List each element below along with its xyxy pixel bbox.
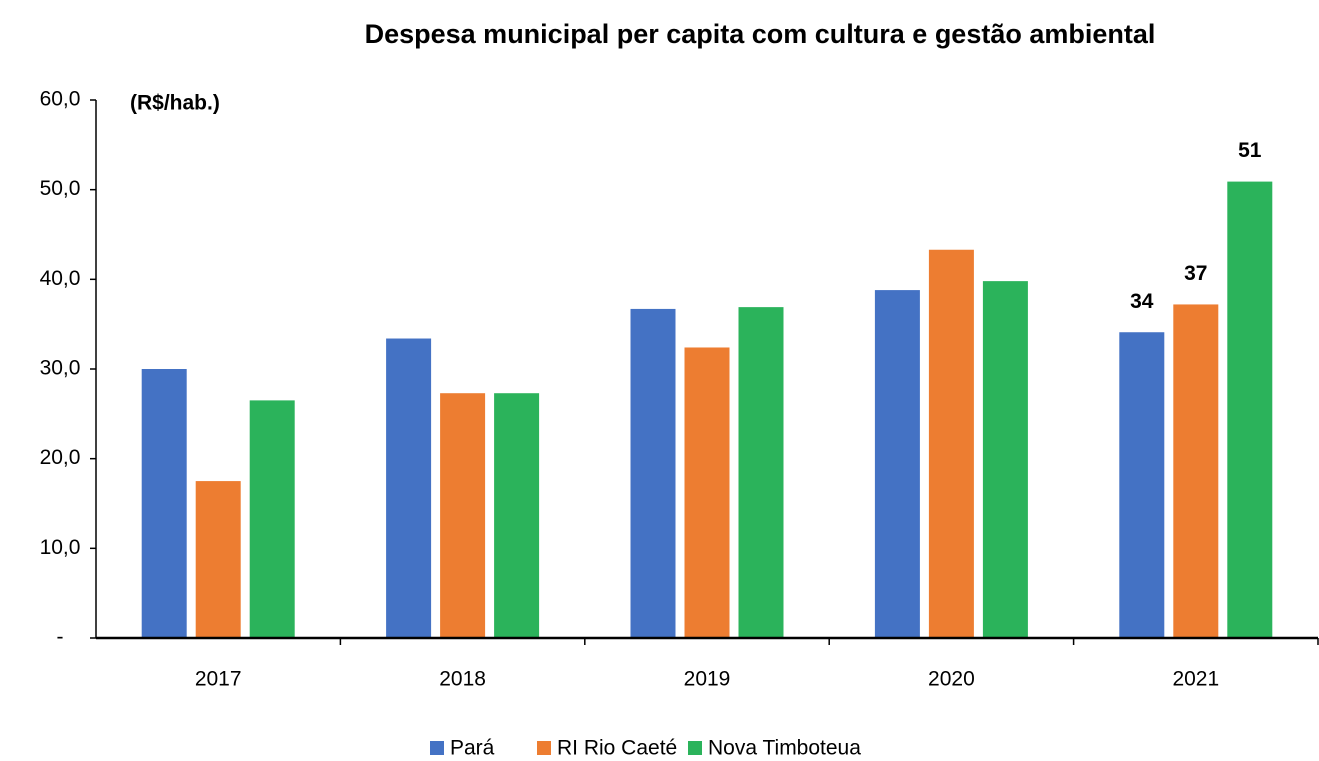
y-tick-label: 30,0 bbox=[40, 357, 81, 380]
y-tick-label: 60,0 bbox=[40, 88, 81, 111]
legend-swatch bbox=[688, 741, 702, 755]
bar bbox=[738, 307, 784, 638]
y-tick-label: 50,0 bbox=[40, 177, 81, 200]
bar bbox=[1227, 181, 1273, 638]
x-tick-label: 2020 bbox=[928, 668, 975, 691]
y-tick-label: - bbox=[57, 626, 64, 649]
bar bbox=[630, 308, 676, 638]
bar bbox=[982, 281, 1028, 638]
bar bbox=[494, 393, 540, 638]
x-tick-label: 2021 bbox=[1172, 668, 1219, 691]
y-axis-label: (R$/hab.) bbox=[130, 92, 220, 115]
data-label: 34 bbox=[1130, 290, 1154, 313]
data-label: 37 bbox=[1184, 262, 1207, 285]
x-tick-label: 2018 bbox=[439, 668, 486, 691]
legend-swatch bbox=[430, 741, 444, 755]
bar bbox=[1119, 332, 1165, 638]
bar bbox=[249, 400, 295, 638]
bar bbox=[386, 338, 432, 638]
legend-label: RI Rio Caeté bbox=[557, 737, 677, 760]
x-tick-label: 2019 bbox=[684, 668, 731, 691]
y-tick-label: 20,0 bbox=[40, 446, 81, 469]
bar bbox=[141, 369, 187, 638]
bar bbox=[440, 393, 486, 638]
bar bbox=[195, 481, 241, 638]
legend-swatch bbox=[537, 741, 551, 755]
bar bbox=[928, 249, 974, 638]
bar bbox=[684, 347, 730, 638]
bar bbox=[1173, 304, 1219, 638]
y-tick-label: 40,0 bbox=[40, 267, 81, 290]
chart-title: Despesa municipal per capita com cultura… bbox=[365, 19, 1156, 49]
x-tick-label: 2017 bbox=[195, 668, 242, 691]
legend-label: Nova Timboteua bbox=[708, 737, 861, 760]
bar bbox=[874, 290, 920, 638]
y-tick-label: 10,0 bbox=[40, 536, 81, 559]
legend-label: Pará bbox=[450, 737, 495, 760]
data-label: 51 bbox=[1238, 139, 1262, 162]
